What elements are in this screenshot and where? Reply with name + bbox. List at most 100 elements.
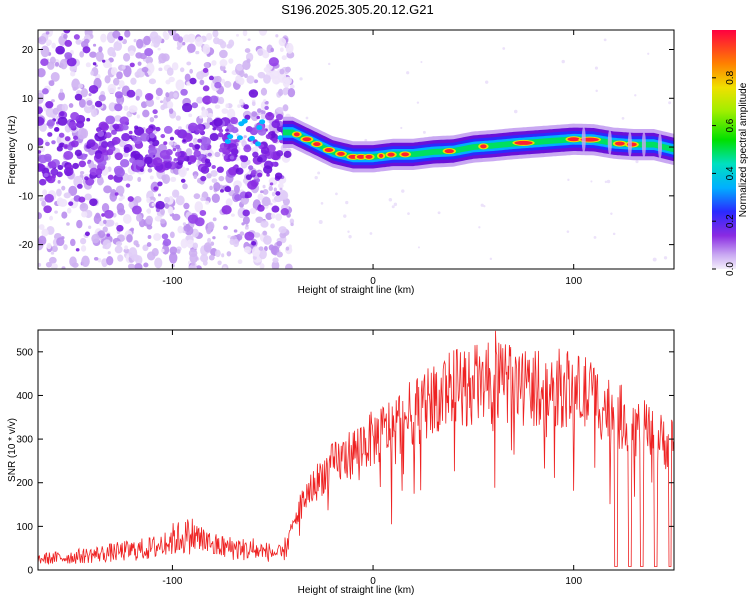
noise-dot — [305, 116, 309, 120]
signal-blob — [187, 161, 192, 165]
noise-blob — [50, 251, 55, 255]
noise-blob — [38, 212, 42, 220]
noise-blob — [221, 108, 229, 114]
snr-xlabel: Height of straight line (km) — [298, 585, 415, 596]
noise-blob — [228, 58, 234, 64]
noise-blob — [270, 213, 276, 219]
noise-blob — [118, 80, 125, 89]
signal-blob — [84, 176, 89, 181]
noise-dot — [485, 80, 489, 84]
ridge-peak — [401, 152, 410, 157]
noise-blob — [146, 197, 151, 204]
noise-blob — [187, 43, 196, 53]
signal-blob — [88, 84, 99, 94]
signal-blob — [70, 140, 79, 148]
chart-title: S196.2025.305.20.12.G21 — [281, 2, 434, 17]
noise-blob — [214, 151, 221, 158]
x-tick-label: -100 — [162, 576, 182, 587]
noise-blob — [200, 196, 205, 202]
noise-blob — [211, 178, 218, 184]
signal-blob — [280, 208, 289, 216]
noise-dot — [420, 61, 423, 64]
noise-blob — [96, 176, 104, 186]
noise-blob — [285, 42, 294, 54]
y-tick-label: -10 — [19, 191, 34, 202]
noise-blob — [116, 71, 123, 80]
noise-blob — [192, 242, 199, 250]
noise-blob — [92, 43, 97, 47]
noise-blob — [116, 202, 125, 213]
snr-series-line — [38, 330, 674, 567]
noise-blob — [127, 263, 135, 269]
noise-blob — [233, 185, 240, 194]
signal-blob — [44, 193, 54, 203]
x-tick-label: 0 — [370, 576, 376, 587]
noise-blob — [79, 171, 85, 175]
signal-blob — [145, 127, 154, 135]
noise-blob — [186, 81, 191, 86]
signal-blob — [114, 103, 123, 112]
noise-dot — [318, 220, 323, 225]
noise-blob — [69, 256, 77, 267]
y-tick-label: 200 — [16, 478, 33, 489]
signal-blob — [209, 95, 219, 104]
noise-blob — [86, 100, 93, 106]
noise-blob — [221, 78, 226, 84]
noise-blob — [237, 77, 245, 86]
signal-blob — [124, 146, 130, 152]
signal-blob — [107, 174, 114, 180]
signal-blob — [100, 141, 109, 148]
signal-blob — [269, 182, 274, 186]
signal-blob — [234, 194, 242, 202]
noise-blob — [148, 196, 156, 203]
noise-blob — [184, 73, 191, 82]
noise-blob — [210, 241, 215, 246]
noise-blob — [242, 30, 248, 37]
y-tick-label: 300 — [16, 435, 33, 446]
noise-blob — [112, 30, 121, 39]
spectrogram-frame — [37, 29, 675, 270]
noise-blob — [169, 231, 175, 239]
noise-blob — [154, 215, 163, 222]
colorbar-label: Normalized spectral amplitude — [738, 82, 749, 217]
noise-blob — [173, 92, 178, 98]
noise-blob — [257, 71, 266, 79]
signal-blob — [202, 85, 210, 92]
y-tick-label: -20 — [19, 240, 34, 251]
noise-blob — [38, 235, 47, 246]
signal-blob — [211, 164, 216, 169]
noise-blob — [282, 104, 289, 112]
noise-blob — [193, 193, 201, 200]
noise-dot — [407, 212, 410, 215]
noise-blob — [63, 33, 68, 39]
signal-blob — [191, 102, 199, 109]
noise-blob — [134, 263, 143, 269]
signal-blob — [216, 166, 224, 173]
noise-blob — [255, 216, 264, 224]
noise-blob — [126, 234, 133, 243]
signal-blob — [127, 196, 134, 202]
noise-blob — [157, 47, 161, 51]
noise-blob — [201, 109, 209, 118]
noise-blob — [57, 180, 61, 184]
noise-blob — [223, 225, 228, 230]
signal-blob — [94, 152, 102, 159]
noise-blob — [89, 51, 97, 58]
noise-blob — [246, 75, 255, 84]
noise-dot — [314, 175, 318, 180]
signal-blob — [162, 238, 172, 247]
noise-blob — [80, 40, 89, 48]
noise-blob — [225, 198, 233, 207]
noise-blob — [162, 31, 168, 38]
signal-blob — [121, 133, 131, 142]
noise-blob — [204, 62, 210, 69]
noise-blob — [147, 168, 153, 173]
noise-blob — [136, 38, 144, 49]
signal-blob — [134, 126, 145, 136]
colorbar — [712, 30, 736, 269]
noise-blob — [46, 39, 52, 46]
colorbar-tick-label: 0.4 — [725, 166, 736, 180]
noise-blob — [38, 224, 45, 230]
signal-blob — [53, 127, 60, 132]
noise-blob — [187, 33, 196, 43]
